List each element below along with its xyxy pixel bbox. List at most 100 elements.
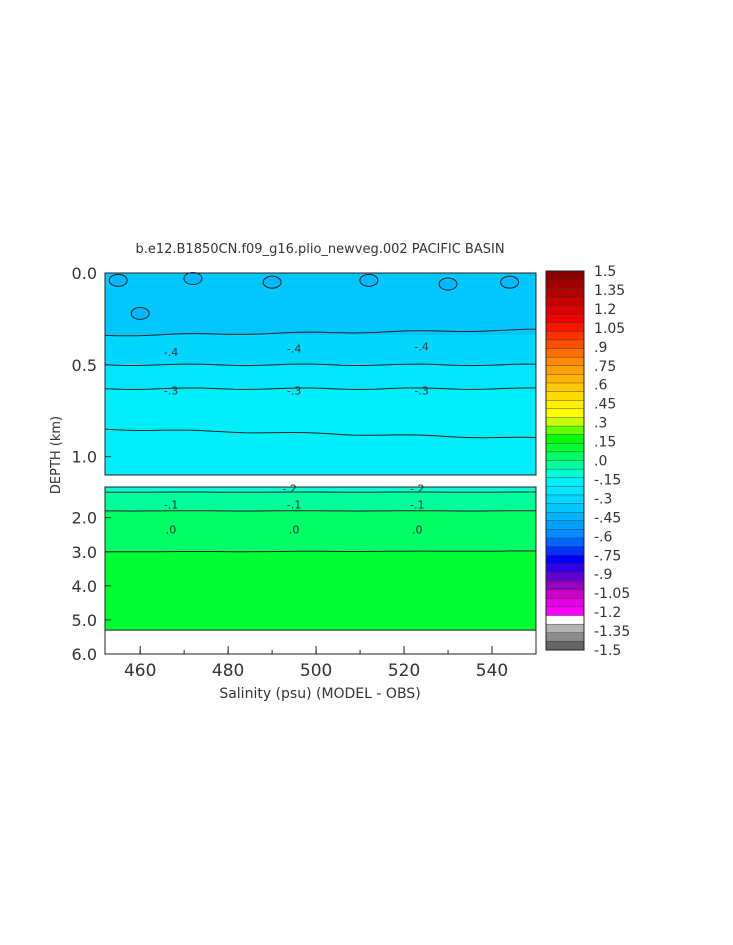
contour-label-5: -.3 [414,385,428,398]
colorbar-label-13: -.45 [594,510,621,526]
x-tick-label-1: 480 [212,661,244,681]
colorbar-label-16: -.9 [594,567,612,583]
colorbar-swatch-12 [545,374,585,384]
colorbar-swatch-6 [545,322,585,332]
colorbar-swatch-39 [545,606,585,617]
colorbar-label-7: .45 [594,397,616,413]
x-tick-label-4: 540 [476,661,508,681]
colorbar-swatch-28 [545,511,585,522]
contour-label-13: .0 [412,524,423,537]
contour-label-10: -.1 [410,499,424,512]
colorbar-swatch-43 [545,641,585,651]
contour-line-upper-1 [104,328,536,337]
colorbar-label-6: .6 [594,378,607,394]
colorbar: 1.5 1.35 1.2 1.05 .9 .75 .6 .45 .3 .15 .0 -.15 -.3 -.… [545,264,630,659]
surface-blob-5 [500,275,520,289]
upper-y-tick-label-1: 0.5 [72,356,97,375]
colorbar-swatch-34 [545,563,585,573]
colorbar-label-15: -.75 [594,548,621,564]
no-data-area [106,630,535,653]
colorbar-swatch-1 [545,279,585,289]
colorbar-swatch-24 [545,477,585,487]
contour-label-11: .0 [166,524,177,537]
colorbar-swatch-30 [545,529,585,539]
y-axis-label: DEPTH (km) [49,416,64,494]
colorbar-label-14: -.6 [594,529,613,545]
colorbar-label-2: 1.2 [594,302,616,318]
colorbar-swatch-3 [545,296,585,306]
colorbar-label-8: .3 [594,416,607,432]
colorbar-swatch-10 [545,356,585,367]
colorbar-swatch-22 [545,460,585,470]
colorbar-swatch-14 [545,391,585,401]
colorbar-swatch-4 [545,305,585,315]
colorbar-swatch-0 [545,270,585,281]
colorbar-frame [545,270,585,651]
contour-line-upper-4 [104,428,537,439]
contour-label-0: -.4 [164,346,178,359]
colorbar-label-17: -1.05 [594,586,630,602]
lower-y-tick-label-0: 2.0 [72,509,97,528]
band-lower-6 [105,510,536,552]
surface-blob-6 [130,306,150,320]
colorbar-swatch-41 [545,623,585,634]
colorbar-swatch-37 [545,589,585,599]
colorbar-label-4: .9 [594,340,607,356]
colorbar-label-19: -1.35 [594,624,630,640]
colorbar-swatch-31 [545,537,585,548]
colorbar-label-1: 1.35 [594,283,625,299]
surface-blob-3 [359,273,379,287]
lower-panel-frame [104,486,537,655]
colorbar-label-10: .0 [594,454,607,470]
lower-panel: -.2 -.2 -.1 -.1 -.1 .0 .0 .0 2.0 3.0 4.0 5.0 6.0 [72,482,537,664]
surface-blob-0 [108,273,128,287]
band-upper-3 [105,388,536,475]
colorbar-swatch-25 [545,486,585,496]
colorbar-swatch-29 [545,520,585,530]
surface-blob-4 [438,277,458,291]
contour-label-6: -.2 [282,482,296,495]
colorbar-swatch-17 [545,417,585,427]
colorbar-label-11: -.15 [594,472,621,488]
x-tick-label-0: 460 [124,661,156,681]
upper-y-tick-label-2: 1.0 [72,448,97,467]
contour-label-7: -.2 [410,482,424,495]
colorbar-swatch-16 [545,408,585,418]
colorbar-swatch-40 [545,615,585,625]
surface-blob-2 [262,275,282,289]
colorbar-swatch-15 [545,400,585,410]
colorbar-swatch-23 [545,468,585,479]
chart-title: b.e12.B1850CN.f09_g16.plio_newveg.002 PA… [135,242,504,257]
surface-blob-1 [183,272,203,286]
colorbar-swatch-38 [545,598,585,608]
lower-y-tick-label-4: 6.0 [72,645,97,664]
contour-label-3: -.3 [164,385,178,398]
colorbar-swatch-8 [545,339,585,350]
colorbar-swatch-18 [545,425,585,436]
colorbar-swatch-2 [545,288,585,298]
upper-panel: -.4 -.4 -.4 -.3 -.3 -.3 0.0 0.5 1.0 [72,264,537,476]
colorbar-swatch-5 [545,313,585,324]
x-axis-label: Salinity (psu) (MODEL - OBS) [219,686,420,702]
colorbar-swatch-9 [545,348,585,358]
colorbar-swatch-21 [545,451,585,461]
lower-y-tick-label-2: 4.0 [72,577,97,596]
band-lower-4 [105,487,536,493]
lower-y-tick-label-3: 5.0 [72,611,97,630]
colorbar-swatch-36 [545,580,585,591]
colorbar-swatch-7 [545,331,585,341]
contour-line-upper-3 [104,387,536,390]
colorbar-label-9: .15 [594,435,616,451]
colorbar-label-0: 1.5 [594,264,616,280]
x-tick-label-2: 500 [300,661,332,681]
colorbar-swatch-13 [545,382,585,393]
colorbar-label-5: .75 [594,359,616,375]
colorbar-swatch-32 [545,546,585,556]
upper-y-tick-label-0: 0.0 [72,264,97,283]
contour-label-9: -.1 [287,499,301,512]
colorbar-swatch-33 [545,555,585,565]
colorbar-label-20: -1.5 [594,643,621,659]
x-tick-label-3: 520 [388,661,420,681]
colorbar-swatch-26 [545,494,585,505]
